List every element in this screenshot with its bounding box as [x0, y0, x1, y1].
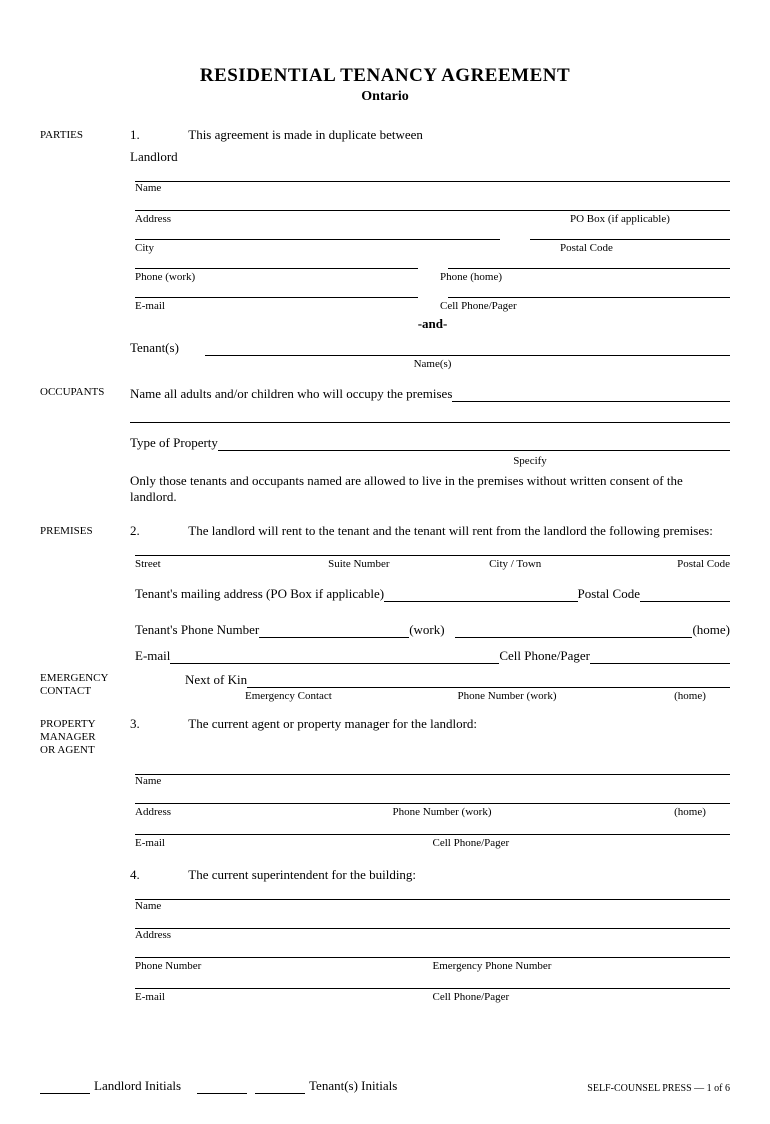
email2-label: E-mail [135, 648, 170, 664]
connector-and: -and- [135, 316, 730, 332]
em-home-label: (home) [650, 690, 730, 702]
document-subtitle: Ontario [40, 89, 730, 105]
tenant-phone-label: Tenant's Phone Number [135, 622, 259, 638]
clause-4-text: The current superintendent for the build… [188, 867, 416, 882]
field4-phone: Phone Number [135, 960, 433, 972]
field3-address: Address [135, 806, 393, 818]
cell2-label: Cell Phone/Pager [499, 648, 590, 664]
field-phone-home: Phone (home) [425, 271, 730, 283]
tenants-label: Tenant(s) [130, 340, 205, 356]
field3-email: E-mail [135, 837, 433, 849]
field-address: Address [135, 213, 570, 225]
occupants-text: Name all adults and/or children who will… [130, 386, 452, 402]
clause-2-num: 2. [130, 523, 155, 539]
kin-line[interactable] [247, 670, 730, 688]
mailing-line[interactable] [384, 584, 577, 602]
work-label: (work) [409, 622, 444, 638]
clause-1-num: 1. [130, 127, 155, 143]
clause-3-text: The current agent or property manager fo… [188, 716, 477, 731]
field-citytown: City / Town [489, 558, 650, 570]
mailing-postal-line[interactable] [640, 601, 730, 602]
field3-phone-work: Phone Number (work) [393, 806, 651, 818]
section-emergency: EMERGENCY CONTACT [40, 670, 130, 698]
occupants-line[interactable] [452, 384, 730, 402]
field-street: Street [135, 558, 328, 570]
landlord-initials-line[interactable] [40, 1080, 90, 1094]
footer-press: SELF-COUNSEL PRESS — 1 of 6 [587, 1083, 730, 1094]
field-suite: Suite Number [328, 558, 489, 570]
field-phone-work: Phone (work) [135, 271, 425, 283]
type-property-label: Type of Property [130, 435, 218, 451]
tenant-initials-line-2[interactable] [255, 1080, 305, 1094]
field-pobox: PO Box (if applicable) [570, 213, 730, 225]
clause-2-text: The landlord will rent to the tenant and… [188, 523, 713, 538]
tenant-phone-work-line[interactable] [259, 637, 409, 638]
tenants-line[interactable] [205, 338, 730, 356]
mailing-postal-label: Postal Code [578, 586, 640, 602]
clause-1-text: This agreement is made in duplicate betw… [188, 127, 423, 142]
field-postal2: Postal Code [650, 558, 730, 570]
field3-name: Name [135, 775, 730, 787]
landlord-initials-label: Landlord Initials [94, 1078, 181, 1094]
clause-3-num: 3. [130, 716, 155, 732]
tenant-phone-home-line[interactable] [455, 620, 693, 638]
kin-label: Next of Kin [185, 672, 247, 688]
field-postal: Postal Code [500, 242, 730, 254]
cell2-line[interactable] [590, 663, 730, 664]
email2-line[interactable] [170, 646, 499, 664]
occupants-note: Only those tenants and occupants named a… [130, 473, 730, 505]
section-manager: PROPERTY MANAGER OR AGENT [40, 716, 130, 758]
field4-name: Name [135, 900, 730, 912]
tenant-initials-line-1[interactable] [197, 1080, 247, 1094]
em-phone-label: Phone Number (work) [438, 690, 651, 702]
field-name: Name [135, 182, 730, 194]
section-parties: PARTIES [40, 127, 130, 141]
field4-cell: Cell Phone/Pager [433, 991, 731, 1003]
field3-cell: Cell Phone/Pager [433, 837, 731, 849]
type-property-line[interactable] [218, 433, 730, 451]
field4-em-phone: Emergency Phone Number [433, 960, 731, 972]
em-contact-label: Emergency Contact [185, 690, 438, 702]
field4-address: Address [135, 929, 730, 941]
field4-email: E-mail [135, 991, 433, 1003]
home-label: (home) [692, 622, 730, 638]
field-cell: Cell Phone/Pager [425, 300, 730, 312]
field-email: E-mail [135, 300, 425, 312]
field-city: City [135, 242, 500, 254]
section-premises: PREMISES [40, 523, 130, 537]
section-occupants: OCCUPANTS [40, 384, 130, 398]
document-title: RESIDENTIAL TENANCY AGREEMENT [40, 65, 730, 87]
field-names: Name(s) [135, 358, 730, 370]
clause-4-num: 4. [130, 867, 155, 883]
mailing-label: Tenant's mailing address (PO Box if appl… [135, 586, 384, 602]
field3-home: (home) [650, 806, 730, 818]
landlord-label: Landlord [130, 149, 730, 165]
tenant-initials-label: Tenant(s) Initials [309, 1078, 397, 1094]
specify-label: Specify [130, 455, 730, 467]
